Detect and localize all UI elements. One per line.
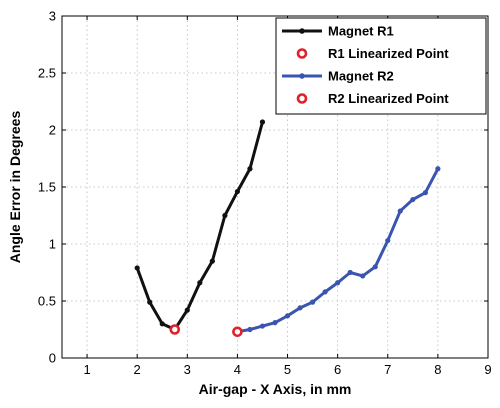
- legend-item: Magnet R1: [282, 24, 394, 39]
- x-tick-label: 8: [434, 362, 441, 377]
- x-tick-label: 3: [184, 362, 191, 377]
- y-tick-label: 0.5: [38, 294, 56, 309]
- y-tick-label: 0: [49, 351, 56, 366]
- data-point: [234, 188, 241, 195]
- ticks-layer: 1 2 3 4 5 6 7 8 9 0 0.5 1 1.5 2 2.5 3: [38, 9, 492, 378]
- legend-swatch-marker: [299, 28, 305, 34]
- x-axis-label: Air-gap - X Axis, in mm: [199, 381, 352, 397]
- legend-box: [275, 17, 487, 115]
- legend-swatch-marker: [299, 73, 305, 79]
- legend-swatch-marker: [296, 93, 308, 104]
- data-point: [309, 299, 316, 305]
- data-point: [322, 289, 328, 295]
- data-point: [360, 273, 366, 279]
- y-tick-label: 2.5: [38, 66, 56, 81]
- series-magnet-r1: [134, 119, 266, 333]
- x-tick-label: 5: [284, 362, 291, 377]
- data-point: [385, 237, 391, 244]
- linearized-point-marker: [169, 324, 181, 335]
- y-tick-label: 2: [49, 123, 56, 138]
- x-tick-label: 6: [334, 362, 341, 377]
- data-point: [259, 119, 266, 125]
- data-point: [284, 313, 291, 319]
- x-tick-label: 1: [83, 362, 90, 377]
- y-tick-label: 3: [49, 9, 56, 24]
- data-point: [134, 265, 140, 271]
- data-point: [247, 166, 253, 172]
- series-layer: [134, 119, 441, 338]
- x-tick-label: 4: [234, 362, 241, 377]
- x-tick-label: 2: [134, 362, 141, 377]
- legend-swatch-marker: [296, 48, 308, 59]
- legend-label: R2 Linearized Point: [328, 91, 449, 106]
- data-point: [197, 280, 203, 286]
- data-point: [422, 190, 428, 196]
- data-point: [347, 269, 353, 276]
- data-point: [372, 264, 378, 270]
- data-point: [435, 166, 441, 172]
- series-line: [135, 121, 264, 331]
- grid-layer: [62, 16, 488, 358]
- data-point: [159, 321, 165, 327]
- legend-label: Magnet R1: [328, 24, 394, 39]
- legend-item: R2 Linearized Point: [296, 91, 449, 106]
- legend: Magnet R1 R1 Linearized Point Magnet R2 R2 …: [275, 17, 487, 115]
- series-r2-linearized-point: [232, 326, 243, 338]
- data-point: [147, 299, 153, 305]
- data-point: [272, 320, 278, 326]
- data-point: [410, 196, 416, 203]
- data-point: [335, 280, 341, 286]
- legend-item: Magnet R2: [282, 69, 394, 84]
- x-tick-label: 7: [384, 362, 391, 377]
- data-point: [247, 326, 253, 333]
- legend-label: Magnet R2: [328, 69, 394, 84]
- data-point: [222, 212, 228, 219]
- legend-label: R1 Linearized Point: [328, 46, 449, 61]
- y-tick-label: 1: [49, 237, 56, 252]
- x-tick-label: 9: [484, 362, 491, 377]
- y-tick-label: 1.5: [38, 180, 56, 195]
- data-point: [297, 305, 303, 311]
- linearized-point-marker: [232, 326, 243, 338]
- y-axis-label: Angle Error in Degrees: [7, 111, 23, 264]
- data-point: [209, 258, 215, 264]
- legend-item: R1 Linearized Point: [296, 46, 449, 61]
- series-r1-linearized-point: [169, 324, 181, 335]
- data-point: [184, 307, 190, 313]
- data-point: [397, 208, 403, 214]
- data-point: [259, 323, 266, 329]
